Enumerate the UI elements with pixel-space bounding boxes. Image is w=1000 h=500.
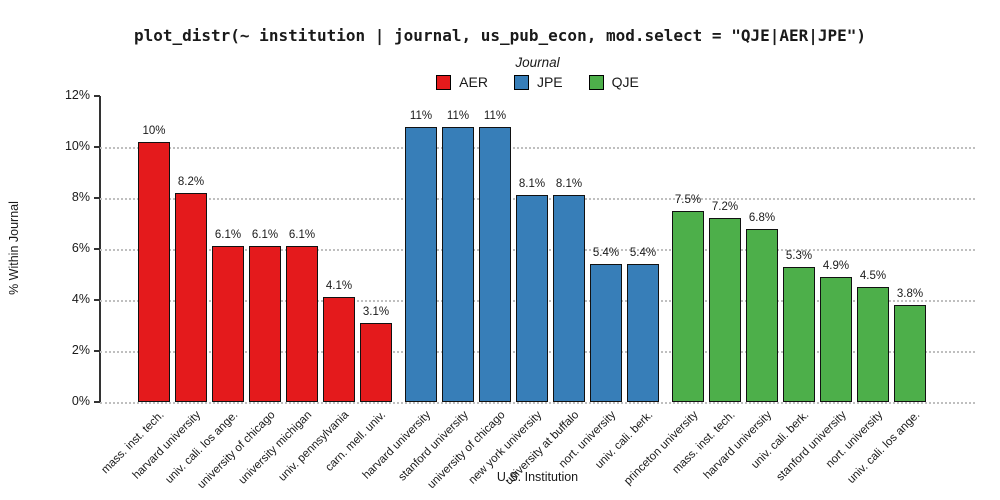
bar-value-label: 5.4%	[592, 247, 620, 260]
bar-qje-5	[857, 287, 889, 402]
y-tick-label: 4%	[71, 292, 90, 306]
bar-aer-0	[138, 141, 170, 402]
bar-value-label: 3.1%	[362, 305, 390, 318]
bar-value-label: 6.1%	[214, 229, 242, 242]
bar-aer-4	[286, 246, 318, 402]
bar-value-label: 11%	[446, 109, 470, 122]
y-tick-label: 2%	[71, 343, 90, 357]
bar-value-label: 4.9%	[822, 260, 850, 273]
gridline-10pct	[100, 147, 975, 149]
y-tick-mark	[94, 401, 100, 403]
legend-swatch-qje	[588, 74, 604, 90]
y-tick-mark	[94, 350, 100, 352]
bar-jpe-6	[627, 264, 659, 402]
bar-value-label: 6.8%	[748, 211, 776, 224]
y-tick-label: 10%	[64, 139, 90, 153]
legend-label: JPE	[536, 74, 563, 90]
bar-value-label: 5.3%	[785, 249, 813, 262]
bar-aer-3	[249, 246, 281, 402]
bar-aer-5	[323, 297, 355, 402]
bar-value-label: 4.5%	[859, 270, 887, 283]
bar-value-label: 3.8%	[896, 288, 924, 301]
x-axis-title: U.S. Institution	[496, 470, 579, 484]
legend-item-qje: QJE	[588, 74, 639, 90]
bar-jpe-2	[479, 126, 511, 402]
bar-jpe-3	[516, 195, 548, 402]
legend-item-jpe: JPE	[513, 74, 563, 90]
gridline-0pct	[100, 402, 975, 404]
y-tick-label: 12%	[64, 88, 90, 102]
bar-value-label: 5.4%	[629, 247, 657, 260]
legend-label: QJE	[611, 74, 639, 90]
y-tick-mark	[94, 95, 100, 97]
plot-area	[100, 96, 975, 404]
y-tick-label: 6%	[71, 241, 90, 255]
bar-value-label: 7.5%	[674, 193, 702, 206]
legend-items: AER JPE QJE	[100, 74, 975, 90]
bar-value-label: 10%	[142, 124, 166, 137]
y-tick-mark	[94, 146, 100, 148]
bar-jpe-5	[590, 264, 622, 402]
bar-aer-2	[212, 246, 244, 402]
legend-swatch-aer	[436, 74, 452, 90]
bar-aer-1	[175, 192, 207, 402]
y-tick-mark	[94, 299, 100, 301]
bar-value-label: 6.1%	[288, 229, 316, 242]
y-axis-title: % Within Journal	[7, 201, 21, 295]
x-category-label: mass. inst. tech.	[99, 409, 167, 477]
legend-title: Journal	[515, 55, 560, 70]
bar-value-label: 8.1%	[555, 178, 583, 191]
legend: Journal AER JPE QJE	[100, 55, 975, 90]
bar-qje-6	[894, 305, 926, 402]
bar-jpe-4	[553, 195, 585, 402]
y-tick-mark	[94, 248, 100, 250]
bar-value-label: 8.1%	[518, 178, 546, 191]
bar-jpe-1	[442, 126, 474, 402]
bar-value-label: 11%	[409, 109, 433, 122]
bar-qje-2	[746, 228, 778, 402]
bar-value-label: 8.2%	[177, 175, 205, 188]
bar-qje-1	[709, 218, 741, 402]
legend-label: AER	[459, 74, 488, 90]
y-tick-mark	[94, 197, 100, 199]
legend-swatch-jpe	[513, 74, 529, 90]
bar-value-label: 11%	[483, 109, 507, 122]
bar-value-label: 6.1%	[251, 229, 279, 242]
y-tick-label: 0%	[71, 394, 90, 408]
bar-aer-6	[360, 322, 392, 402]
chart-title: plot_distr(~ institution | journal, us_p…	[133, 26, 867, 45]
bar-value-label: 7.2%	[711, 201, 739, 214]
bar-value-label: 4.1%	[325, 280, 353, 293]
bar-qje-4	[820, 277, 852, 402]
bar-qje-0	[672, 210, 704, 402]
y-tick-label: 8%	[71, 190, 90, 204]
bar-jpe-0	[405, 126, 437, 402]
legend-item-aer: AER	[436, 74, 488, 90]
bar-qje-3	[783, 266, 815, 402]
